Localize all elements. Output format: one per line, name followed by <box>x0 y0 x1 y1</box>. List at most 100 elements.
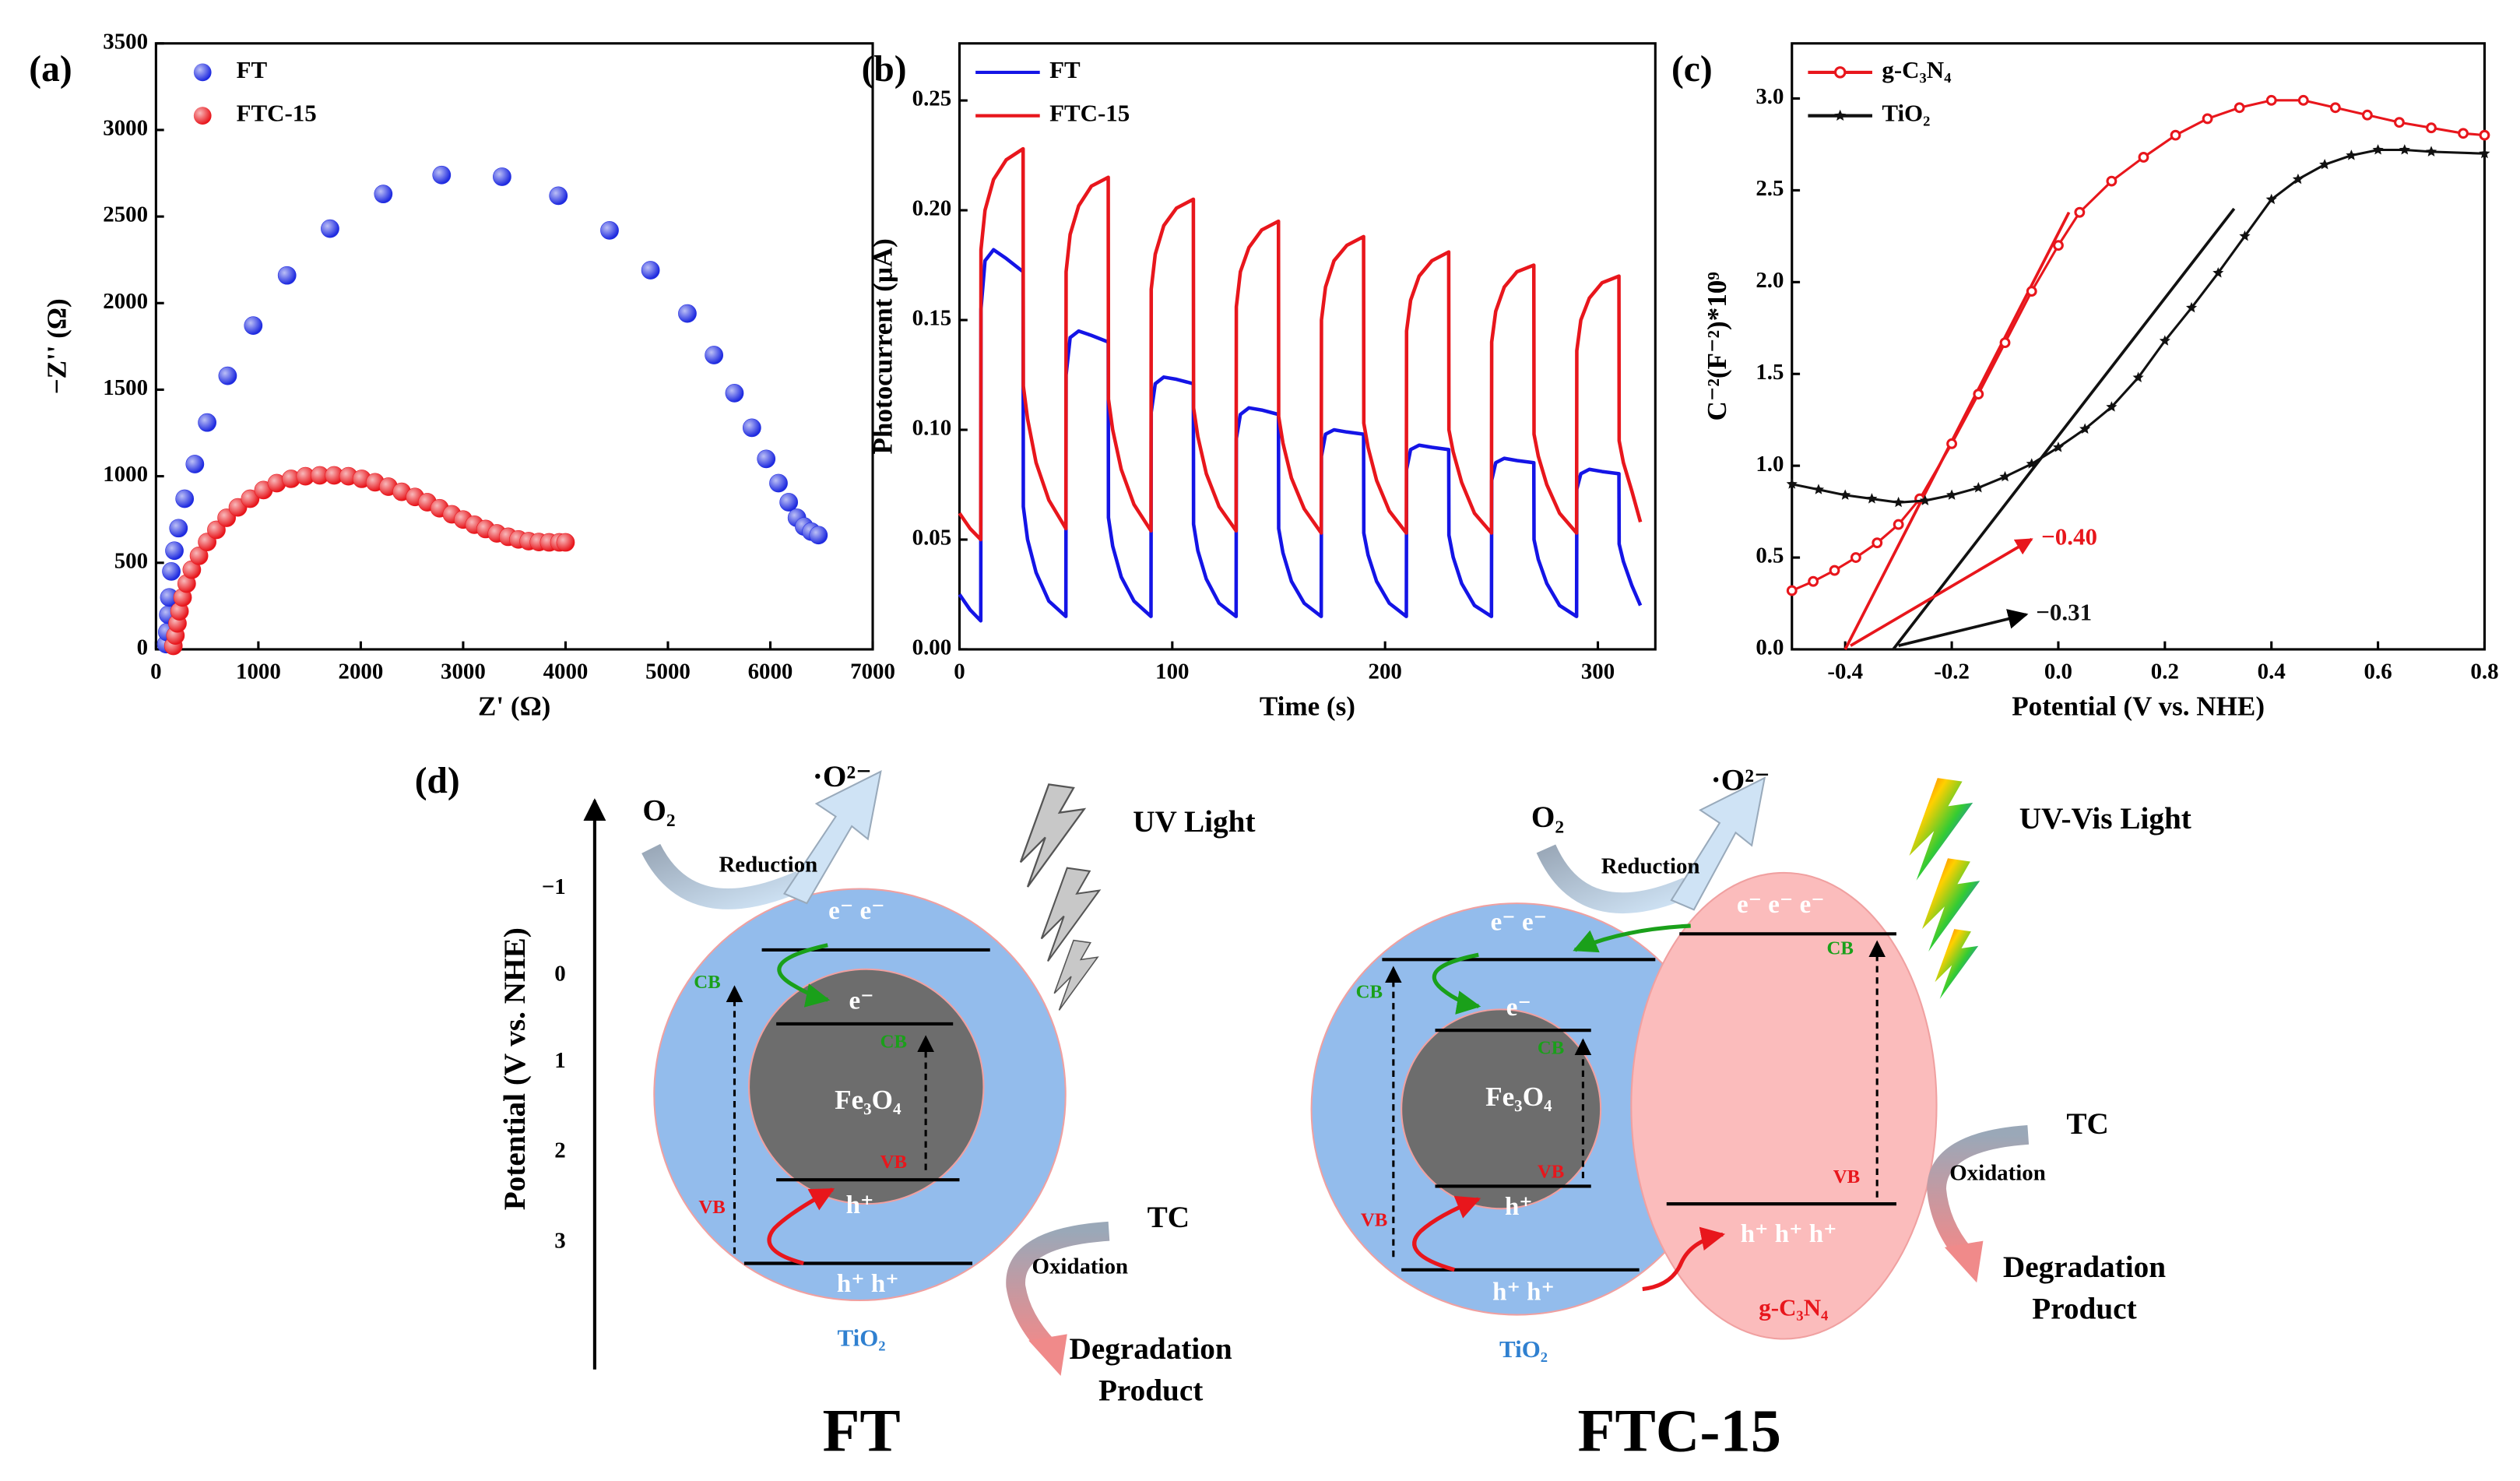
x-tick-label: 2000 <box>339 660 384 684</box>
point-highlight <box>678 304 697 322</box>
point <box>2138 152 2149 163</box>
point-highlight <box>321 220 339 238</box>
x-tick-label: -0.4 <box>1827 660 1863 684</box>
process-label: Reduction <box>1601 853 1700 878</box>
point <box>1786 478 1798 489</box>
x-axis-label: Time (s) <box>1260 691 1355 721</box>
panel-label: (d) <box>415 761 460 801</box>
point-highlight <box>311 466 329 484</box>
point <box>2372 144 2384 155</box>
y-tick-label: 3000 <box>103 116 148 141</box>
point-highlight <box>779 493 798 512</box>
point <box>2159 335 2170 346</box>
y-axis-label: Photocurrent (μA) <box>868 238 898 454</box>
y-tick-label: 0.0 <box>1756 635 1784 660</box>
legend-label: FTC-15 <box>237 100 317 127</box>
electron-transfer <box>1432 952 1481 1015</box>
legend-label: g-C₃N₄ <box>1882 56 1951 83</box>
material-label: Fe₃O₄ <box>835 1085 902 1115</box>
point <box>2239 230 2251 241</box>
point <box>2079 423 2091 434</box>
point <box>2074 206 2086 218</box>
point-highlight <box>726 384 743 403</box>
reduction-arrow <box>641 843 805 909</box>
y-tick-label: 1.5 <box>1756 360 1784 385</box>
x-tick-label: 7000 <box>850 660 895 684</box>
axis-tick: −1 <box>542 874 566 899</box>
y-tick-label: 500 <box>114 548 148 573</box>
carrier-label: e⁻ <box>849 987 874 1015</box>
point-highlight <box>297 467 315 485</box>
point-highlight <box>162 562 181 581</box>
point <box>1919 494 1931 505</box>
electron-transfer <box>777 943 831 1008</box>
y-tick-label: 0.00 <box>912 635 952 660</box>
band-label: CB <box>880 1031 907 1052</box>
point <box>2265 193 2277 205</box>
axis-tick: 2 <box>554 1138 565 1163</box>
y-tick-label: 0.25 <box>912 86 952 111</box>
point <box>2479 147 2490 159</box>
point-highlight <box>600 221 619 240</box>
fit-line <box>1843 211 2071 650</box>
point <box>2052 441 2065 452</box>
series-line <box>1791 148 2485 504</box>
series-line <box>958 146 1643 542</box>
point <box>2212 267 2224 278</box>
carrier-label: h⁺ h⁺ <box>1492 1278 1555 1306</box>
uv-light <box>1019 783 1101 1011</box>
fe3o4-core <box>1401 1008 1602 1210</box>
reduction-arrow <box>1536 844 1692 914</box>
axis-label: Potential (V vs. NHE) <box>498 927 532 1210</box>
y-axis-label: −Z'' (Ω) <box>42 298 72 394</box>
x-tick-label: 0.2 <box>2151 660 2179 684</box>
point-highlight <box>493 167 511 186</box>
point <box>2202 113 2213 125</box>
point-highlight <box>174 588 192 607</box>
ftc-scheme: CB VB e⁻ e⁻ e⁻ e⁻ e⁻ CB VB h⁺ h⁺ h⁺ e⁻ C… <box>1310 763 2191 1464</box>
diagram: (d) Potential (V vs. NHE) −1 0 1 2 3 CB … <box>415 760 2191 1464</box>
carrier-label: h⁺ h⁺ h⁺ <box>1741 1220 1837 1248</box>
point-highlight <box>170 602 188 621</box>
point-highlight <box>268 474 286 492</box>
point-highlight <box>278 266 297 285</box>
point <box>1840 489 1851 500</box>
point-highlight <box>432 166 451 185</box>
band-label: VB <box>880 1152 907 1173</box>
x-axis-label: Z' (Ω) <box>478 691 550 721</box>
uv-vis-light <box>1909 778 1981 999</box>
panel-label: (b) <box>862 49 907 90</box>
point-highlight <box>557 533 575 551</box>
point-highlight <box>177 575 196 593</box>
annotation-arrow <box>1850 537 2033 647</box>
y-tick-label: 0 <box>137 635 148 660</box>
product: Product <box>1098 1374 1203 1408</box>
carrier-label: h⁺ <box>846 1191 874 1219</box>
x-tick-label: 0.0 <box>2044 660 2072 684</box>
legend-swatch <box>193 63 212 82</box>
hole-transfer <box>1412 1195 1481 1272</box>
point <box>1973 389 1984 400</box>
x-tick-label: 5000 <box>645 660 691 684</box>
process-label: Oxidation <box>1949 1161 2046 1186</box>
series-line <box>958 248 1643 623</box>
y-tick-label: 0.15 <box>912 306 952 331</box>
band-label: CB <box>1826 938 1853 959</box>
x-tick-label: 0.4 <box>2258 660 2286 684</box>
reactant: O₂ <box>642 794 675 828</box>
x-tick-label: 100 <box>1155 660 1189 684</box>
material-label: Fe₃O₄ <box>1485 1082 1552 1112</box>
band-label: VB <box>1833 1166 1860 1187</box>
point <box>1946 438 1957 449</box>
point <box>1808 575 1819 587</box>
annotation: −0.40 <box>2041 523 2097 551</box>
x-tick-label: 0.6 <box>2364 660 2392 684</box>
y-axis-label: C⁻²(F⁻²)*10⁹ <box>1702 272 1732 420</box>
legend-swatch <box>1833 66 1847 79</box>
point-highlight <box>641 261 659 280</box>
point <box>2185 301 2198 313</box>
point <box>2399 144 2410 155</box>
plot-frame <box>1791 42 2487 651</box>
